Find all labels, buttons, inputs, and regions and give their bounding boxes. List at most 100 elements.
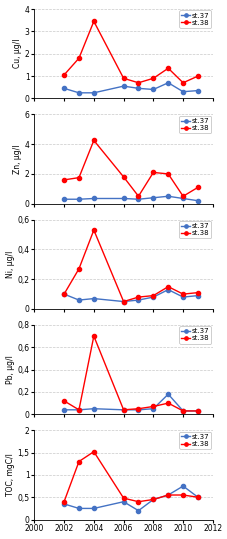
Y-axis label: Zn, µg/l: Zn, µg/l (13, 144, 22, 174)
st.38 (151, 403, 154, 410)
st.37 (77, 297, 80, 303)
st.38 (92, 18, 95, 25)
Y-axis label: Ni, µg/l: Ni, µg/l (5, 251, 15, 278)
Legend: st.37, st.38: st.37, st.38 (178, 221, 211, 238)
st.38 (136, 294, 139, 300)
st.38 (166, 492, 169, 498)
st.38 (92, 448, 95, 455)
st.38 (181, 407, 184, 414)
st.38 (151, 169, 154, 176)
st.37 (77, 406, 80, 413)
st.38 (181, 80, 184, 86)
st.38 (136, 80, 139, 86)
Line: st.38: st.38 (62, 334, 199, 413)
st.37 (92, 505, 95, 512)
st.37 (62, 406, 65, 413)
st.38 (196, 184, 198, 191)
st.37 (151, 405, 154, 412)
st.37 (136, 297, 139, 303)
Line: st.38: st.38 (62, 19, 199, 85)
Y-axis label: Pb, µg/l: Pb, µg/l (5, 355, 15, 384)
Line: st.38: st.38 (62, 450, 199, 504)
st.37 (196, 87, 198, 94)
st.37 (136, 196, 139, 203)
st.38 (166, 400, 169, 406)
st.38 (122, 406, 124, 413)
st.38 (122, 298, 124, 305)
st.37 (151, 294, 154, 300)
st.37 (136, 507, 139, 514)
st.37 (166, 80, 169, 86)
st.38 (122, 495, 124, 501)
st.37 (136, 85, 139, 92)
st.37 (62, 85, 65, 92)
st.37 (181, 195, 184, 202)
Line: st.37: st.37 (62, 81, 199, 95)
st.38 (77, 266, 80, 272)
st.37 (122, 83, 124, 89)
st.37 (196, 407, 198, 414)
st.38 (151, 75, 154, 81)
Line: st.37: st.37 (62, 287, 199, 303)
Legend: st.37, st.38: st.37, st.38 (178, 326, 211, 343)
st.38 (92, 333, 95, 340)
st.38 (196, 73, 198, 79)
st.37 (92, 89, 95, 96)
st.38 (181, 193, 184, 199)
st.38 (166, 284, 169, 290)
st.38 (151, 496, 154, 503)
st.38 (181, 492, 184, 498)
st.37 (196, 292, 198, 299)
st.37 (92, 195, 95, 202)
st.38 (196, 289, 198, 296)
st.37 (181, 88, 184, 95)
st.37 (92, 405, 95, 412)
st.37 (62, 501, 65, 507)
st.38 (136, 499, 139, 505)
st.37 (181, 483, 184, 489)
st.37 (166, 193, 169, 199)
st.38 (122, 174, 124, 180)
st.38 (196, 494, 198, 501)
st.38 (196, 407, 198, 414)
Line: st.37: st.37 (62, 194, 199, 203)
st.37 (122, 195, 124, 202)
st.38 (62, 398, 65, 404)
st.37 (122, 406, 124, 413)
st.37 (92, 295, 95, 302)
st.37 (122, 298, 124, 305)
Y-axis label: TOC, mgC/l: TOC, mgC/l (5, 453, 15, 496)
st.37 (77, 196, 80, 203)
Legend: st.37, st.38: st.37, st.38 (178, 10, 211, 27)
st.37 (151, 195, 154, 201)
st.38 (77, 458, 80, 465)
st.38 (122, 75, 124, 81)
Legend: st.37, st.38: st.37, st.38 (178, 432, 211, 449)
Line: st.37: st.37 (62, 484, 199, 513)
st.37 (151, 496, 154, 503)
st.37 (77, 89, 80, 96)
st.37 (181, 294, 184, 300)
st.37 (196, 197, 198, 204)
st.37 (196, 494, 198, 501)
st.37 (136, 406, 139, 413)
Line: st.37: st.37 (62, 392, 199, 413)
Line: st.38: st.38 (62, 139, 199, 198)
st.38 (62, 291, 65, 298)
st.38 (181, 291, 184, 298)
st.38 (136, 405, 139, 412)
st.38 (92, 137, 95, 144)
st.38 (136, 193, 139, 199)
st.38 (92, 227, 95, 233)
Line: st.38: st.38 (62, 228, 199, 303)
st.37 (77, 505, 80, 512)
st.37 (151, 86, 154, 93)
st.37 (166, 492, 169, 498)
st.38 (77, 406, 80, 413)
st.37 (122, 499, 124, 505)
st.38 (62, 72, 65, 78)
st.37 (62, 291, 65, 298)
st.38 (62, 499, 65, 505)
st.38 (151, 292, 154, 299)
st.37 (181, 407, 184, 414)
